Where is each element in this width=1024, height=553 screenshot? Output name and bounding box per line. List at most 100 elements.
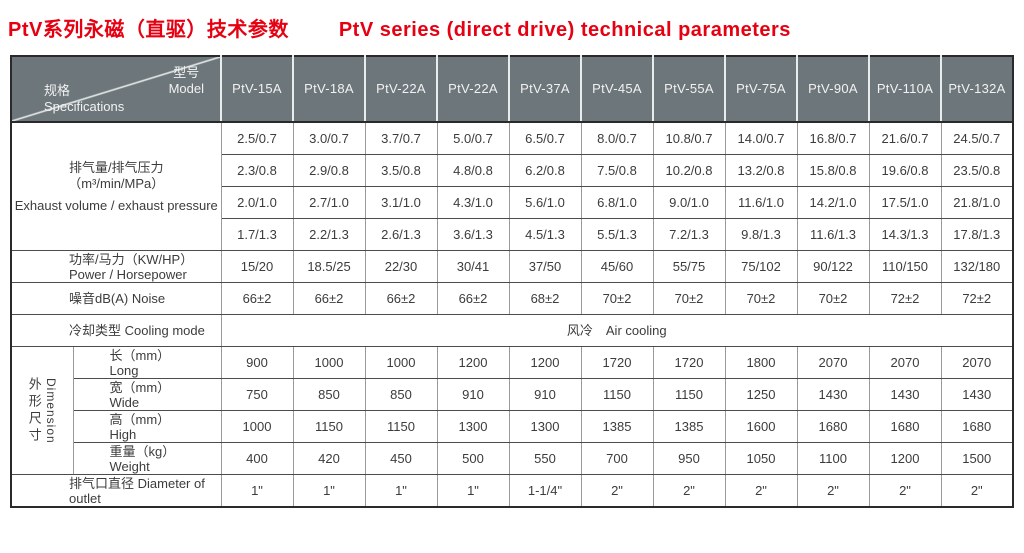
dimension-value: 850 (364, 378, 438, 411)
exhaust-value: 15.8/0.8 (796, 154, 870, 187)
exhaust-value: 3.5/0.8 (364, 154, 438, 187)
model-header: PtV-15A (220, 56, 293, 123)
dimension-value: 550 (508, 442, 582, 475)
power-label-en: Power / Horsepower (69, 266, 187, 282)
exhaust-value: 10.2/0.8 (652, 154, 726, 187)
corner-model-zh: 型号 (173, 65, 200, 80)
corner-model-label: 型号 Model (169, 65, 204, 97)
exhaust-value: 2.2/1.3 (292, 218, 366, 251)
dim-long-row: 外形尺寸 Dimension 长（mm） Long 900 1000 1000 120… (10, 346, 1014, 475)
exhaust-value: 5.5/1.3 (580, 218, 654, 251)
exhaust-label: 排气量/排气压力 （m³/min/MPa） Exhaust volume / e… (10, 121, 222, 251)
power-value: 55/75 (652, 250, 726, 283)
dimension-value: 1385 (652, 410, 726, 443)
noise-value: 72±2 (868, 282, 942, 315)
dimension-value: 1150 (580, 378, 654, 411)
outlet-value: 1" (436, 474, 510, 508)
corner-cell: 型号 Model 规格 Specifications (11, 56, 221, 123)
exhaust-value: 14.3/1.3 (868, 218, 942, 251)
dimension-value: 1200 (508, 346, 582, 379)
noise-value: 70±2 (796, 282, 870, 315)
power-value: 75/102 (724, 250, 798, 283)
exhaust-value: 21.8/1.0 (940, 186, 1014, 219)
exhaust-value: 4.3/1.0 (436, 186, 510, 219)
dimension-value: 450 (364, 442, 438, 475)
outlet-value: 2" (868, 474, 942, 508)
outlet-value: 2" (580, 474, 654, 508)
exhaust-value: 4.8/0.8 (436, 154, 510, 187)
noise-label: 噪音dB(A) Noise (10, 282, 222, 315)
dimension-value: 700 (580, 442, 654, 475)
exhaust-row-3: 2.0/1.0 2.7/1.0 3.1/1.0 4.3/1.0 5.6/1.0 6.8/1… (11, 186, 1014, 219)
dimension-value: 910 (436, 378, 510, 411)
dimension-value: 1250 (724, 378, 798, 411)
exhaust-value: 23.5/0.8 (940, 154, 1014, 187)
dimension-value: 1385 (580, 410, 654, 443)
dimension-value: 1000 (220, 410, 294, 443)
dimension-value: 1150 (652, 378, 726, 411)
exhaust-row-4: 1.7/1.3 2.2/1.3 2.6/1.3 3.6/1.3 4.5/1.3 5.5/1… (11, 218, 1014, 251)
dimension-value: 1720 (580, 346, 654, 379)
outlet-row: 排气口直径 Diameter of outlet 1" 1" 1" 1" 1-1/4" 2… (10, 474, 1014, 508)
page-title: PtV系列永磁（直驱）技术参数 PtV series (direct drive… (0, 0, 1024, 42)
model-header: PtV-110A (868, 56, 941, 123)
exhaust-row-2: 2.3/0.8 2.9/0.8 3.5/0.8 4.8/0.8 6.2/0.8 7.5/0… (11, 154, 1014, 187)
outlet-value: 2" (652, 474, 726, 508)
exhaust-value: 5.6/1.0 (508, 186, 582, 219)
exhaust-value: 14.2/1.0 (796, 186, 870, 219)
exhaust-value: 9.0/1.0 (652, 186, 726, 219)
outlet-value: 2" (796, 474, 870, 508)
power-value: 132/180 (940, 250, 1014, 283)
dimension-value: 2070 (796, 346, 870, 379)
corner-model-en: Model (168, 81, 204, 96)
exhaust-value: 2.7/1.0 (292, 186, 366, 219)
dimension-value: 500 (436, 442, 510, 475)
exhaust-value: 2.0/1.0 (220, 186, 294, 219)
dim-weight-en: Weight (109, 458, 150, 474)
corner-spec-en: Specifications (44, 99, 125, 114)
dimension-value: 910 (508, 378, 582, 411)
power-label-zh: 功率/马力（KW/HP） (69, 251, 194, 267)
dim-long-en: Long (109, 362, 139, 378)
exhaust-value: 2.5/0.7 (220, 121, 294, 155)
model-header: PtV-75A (724, 56, 797, 123)
cooling-label: 冷却类型 Cooling mode (10, 314, 222, 347)
dimension-value: 1680 (868, 410, 942, 443)
dim-weight-row: 重量（kg） Weight 400 420 450 500 550 700 950 1050 1… (11, 442, 1014, 475)
dimension-value: 950 (652, 442, 726, 475)
page-title-zh: PtV系列永磁（直驱）技术参数 (8, 19, 289, 41)
dimension-value: 1430 (796, 378, 870, 411)
exhaust-value: 3.1/1.0 (364, 186, 438, 219)
outlet-value: 1" (364, 474, 438, 508)
dimension-value: 1800 (724, 346, 798, 379)
power-value: 90/122 (796, 250, 870, 283)
dimension-group-label: 外形尺寸 Dimension (10, 346, 74, 475)
exhaust-value: 2.6/1.3 (364, 218, 438, 251)
power-value: 45/60 (580, 250, 654, 283)
exhaust-label-en: Exhaust volume / exhaust pressure (14, 197, 218, 213)
outlet-value: 1" (292, 474, 366, 508)
cooling-row: 冷却类型 Cooling mode 风冷 Air cooling (10, 314, 1014, 347)
power-value: 110/150 (868, 250, 942, 283)
noise-value: 70±2 (652, 282, 726, 315)
cooling-label-zh: 冷却类型 (69, 323, 122, 338)
noise-value: 66±2 (364, 282, 438, 315)
dim-high-zh: 高（mm） (109, 411, 171, 427)
power-label: 功率/马力（KW/HP） Power / Horsepower (10, 250, 222, 283)
outlet-label-zh: 排气口直径 (69, 475, 135, 491)
dimension-value: 1150 (292, 410, 366, 443)
noise-value: 70±2 (580, 282, 654, 315)
power-value: 15/20 (220, 250, 294, 283)
dimension-value: 1680 (796, 410, 870, 443)
exhaust-label-unit: （m³/min/MPa） (68, 175, 165, 191)
dimension-value: 1720 (652, 346, 726, 379)
dim-wide-en: Wide (109, 394, 140, 410)
exhaust-value: 8.0/0.7 (580, 121, 654, 155)
exhaust-value: 16.8/0.7 (796, 121, 870, 155)
exhaust-value: 3.0/0.7 (292, 121, 366, 155)
parameters-table: 型号 Model 规格 Specifications PtV-15A PtV-18… (10, 55, 1014, 508)
dimension-value: 1430 (940, 378, 1014, 411)
exhaust-value: 4.5/1.3 (508, 218, 582, 251)
dim-high-row: 高（mm） High 1000 1150 1150 1300 1300 1385 1385 1… (11, 410, 1014, 443)
outlet-value: 2" (724, 474, 798, 508)
